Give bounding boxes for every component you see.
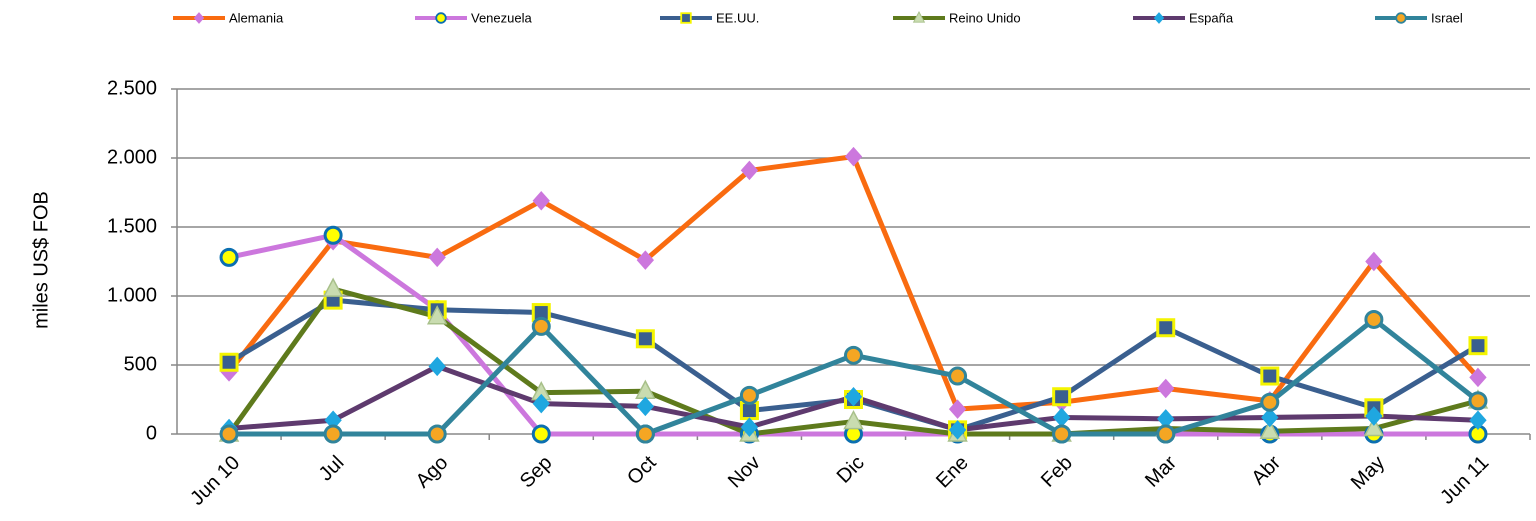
x-tick-label: Feb — [1037, 452, 1077, 492]
point — [844, 146, 863, 167]
y-tick-label: 500 — [124, 353, 157, 375]
point — [1363, 416, 1385, 437]
point — [1156, 424, 1176, 444]
point — [323, 225, 343, 245]
point — [635, 329, 655, 349]
point — [1259, 419, 1281, 439]
x-tick-label: Abr — [1248, 451, 1286, 489]
legend-label: Alemania — [229, 10, 284, 25]
legend-marker — [912, 11, 926, 23]
y-tick-label: 2.500 — [107, 77, 157, 99]
point — [219, 247, 239, 267]
x-tick-label: Dic — [833, 452, 869, 488]
point — [1469, 410, 1487, 430]
legend-label: Reino Unido — [949, 10, 1021, 25]
point — [1468, 391, 1488, 411]
y-tick-label: 2.000 — [107, 146, 157, 168]
point — [1260, 366, 1280, 386]
point — [740, 417, 759, 437]
x-tick-label: Nov — [724, 452, 765, 493]
point — [1261, 407, 1279, 428]
legend-marker — [193, 12, 205, 24]
legend-label: Venezuela — [471, 10, 532, 25]
y-tick-label: 1.500 — [107, 215, 157, 237]
point — [948, 366, 968, 386]
point — [428, 356, 446, 377]
point — [739, 385, 759, 405]
point — [323, 424, 343, 444]
point — [322, 277, 344, 297]
point — [1052, 387, 1072, 407]
point — [532, 191, 550, 211]
x-tick-label: Sep — [516, 452, 557, 493]
point — [636, 396, 655, 417]
x-tick-label: Ene — [932, 452, 973, 493]
point — [843, 409, 864, 430]
point — [636, 250, 655, 270]
x-tick-label: Jul — [315, 452, 349, 486]
point — [844, 345, 863, 365]
point — [426, 305, 448, 325]
point — [531, 316, 551, 336]
point — [531, 424, 551, 444]
point — [1260, 392, 1280, 412]
point — [1468, 336, 1488, 356]
legend-marker — [435, 12, 447, 24]
point — [1364, 309, 1384, 329]
x-tick-label: Jun 10 — [186, 452, 244, 510]
legend-label: Israel — [1431, 10, 1463, 25]
legend-marker — [1395, 12, 1407, 24]
y-tick-label: 0 — [146, 422, 157, 444]
point — [532, 393, 550, 414]
point — [1157, 378, 1175, 399]
point — [428, 247, 446, 268]
legend-label: España — [1189, 10, 1234, 25]
point — [427, 424, 447, 444]
point — [219, 424, 239, 444]
point — [740, 160, 759, 181]
y-axis-label: miles US$ FOB — [30, 191, 52, 329]
point — [219, 352, 239, 372]
y-tick-label: 1.000 — [107, 284, 157, 306]
x-tick-label: Jun 11 — [1436, 452, 1493, 509]
point — [635, 424, 655, 444]
point — [1052, 424, 1072, 444]
point — [844, 386, 863, 407]
x-tick-label: Ago — [412, 452, 453, 493]
point — [1052, 407, 1071, 428]
x-tick-label: May — [1347, 452, 1389, 494]
x-tick-label: Oct — [623, 451, 661, 489]
legend-label: EE.UU. — [716, 10, 759, 25]
point — [739, 401, 759, 421]
point — [1365, 406, 1383, 426]
point — [1365, 251, 1383, 272]
series-line — [227, 154, 1480, 412]
point — [1469, 367, 1487, 388]
point — [948, 420, 967, 440]
legend-marker — [680, 12, 692, 24]
point — [1156, 318, 1176, 338]
x-tick-label: Mar — [1141, 451, 1181, 491]
point — [948, 399, 967, 419]
legend-marker — [1153, 12, 1165, 24]
